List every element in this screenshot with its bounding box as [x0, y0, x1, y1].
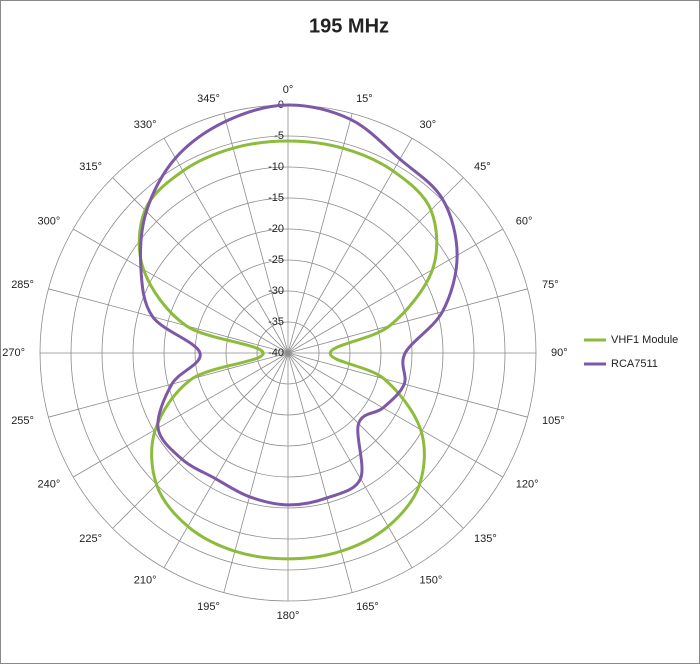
angle-label: 345°	[197, 93, 220, 105]
angle-label: 315°	[79, 161, 102, 173]
angle-label: 90°	[551, 347, 568, 359]
chart-title: 195 MHz	[309, 15, 389, 37]
angle-label: 75°	[542, 279, 559, 291]
angle-label: 60°	[516, 215, 533, 227]
legend-label: VHF1 Module	[611, 334, 678, 346]
ring	[225, 290, 351, 416]
angle-label: 330°	[134, 119, 157, 131]
r-tick-label: -30	[268, 285, 284, 297]
ring	[101, 166, 475, 540]
angle-label: 105°	[542, 415, 565, 427]
r-tick-label: -10	[268, 161, 284, 173]
series-line	[137, 139, 439, 561]
angle-label: 45°	[474, 161, 491, 173]
angle-label: 210°	[134, 575, 157, 587]
angle-label: 240°	[37, 478, 60, 490]
r-tick-label: -5	[274, 130, 284, 142]
angle-label: 195°	[197, 601, 220, 613]
angle-label: 180°	[277, 610, 300, 622]
angle-label: 300°	[37, 215, 60, 227]
r-tick-label: -20	[268, 223, 284, 235]
r-tick-label: -40	[268, 347, 284, 359]
series-line	[138, 103, 459, 507]
ring	[132, 197, 444, 509]
angle-label: 270°	[2, 347, 25, 359]
legend-label: RCA7511	[611, 358, 658, 370]
ring	[256, 321, 320, 385]
ring	[194, 259, 382, 447]
angle-label: 0°	[283, 84, 294, 96]
angle-label: 165°	[356, 601, 379, 613]
angle-label: 135°	[474, 533, 497, 545]
angle-label: 30°	[420, 119, 437, 131]
angle-label: 150°	[420, 575, 443, 587]
angle-label: 15°	[356, 93, 373, 105]
angle-label: 120°	[516, 478, 539, 490]
angle-label: 225°	[79, 533, 102, 545]
ring	[70, 135, 506, 571]
r-tick-label: -15	[268, 192, 284, 204]
angle-label: 285°	[11, 279, 34, 291]
ring	[163, 228, 413, 478]
angle-label: 255°	[11, 415, 34, 427]
r-tick-label: -25	[268, 254, 284, 266]
r-tick-label: -35	[268, 316, 284, 328]
